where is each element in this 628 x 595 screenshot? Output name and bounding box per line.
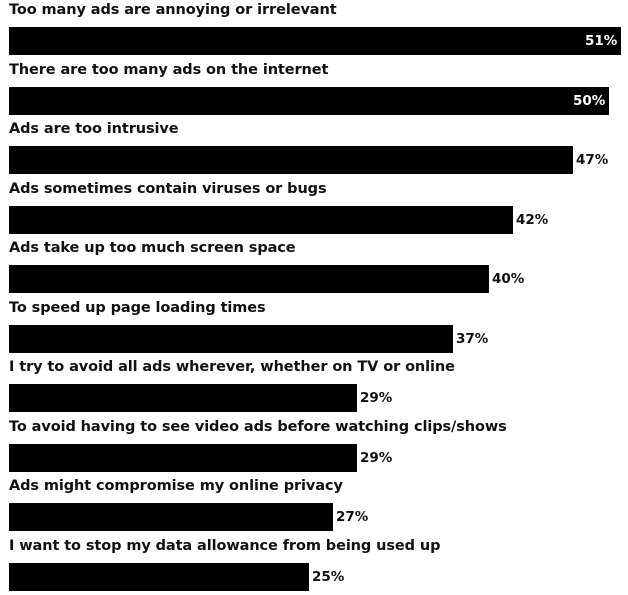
category-label: Ads are too intrusive [9, 121, 179, 137]
bar [9, 27, 621, 55]
category-label: There are too many ads on the internet [9, 62, 328, 78]
bar-row: There are too many ads on the internet 50… [0, 60, 628, 120]
value-label: 50% [573, 93, 605, 109]
value-label: 42% [516, 212, 548, 228]
value-label: 25% [312, 569, 344, 585]
category-label: Too many ads are annoying or irrelevant [9, 2, 337, 18]
category-label: I want to stop my data allowance from be… [9, 538, 440, 554]
value-label: 29% [360, 390, 392, 406]
bar [9, 325, 453, 353]
value-label: 29% [360, 450, 392, 466]
category-label: I try to avoid all ads wherever, whether… [9, 359, 455, 375]
category-label: Ads might compromise my online privacy [9, 478, 343, 494]
bar [9, 146, 573, 174]
bar-row: Ads take up too much screen space 40% [0, 238, 628, 298]
value-label: 47% [576, 152, 608, 168]
bar-row: To speed up page loading times 37% [0, 298, 628, 358]
bar [9, 503, 333, 531]
bar [9, 563, 309, 591]
value-label: 27% [336, 509, 368, 525]
bar-row: Too many ads are annoying or irrelevant 5… [0, 0, 628, 60]
category-label: Ads sometimes contain viruses or bugs [9, 181, 327, 197]
bar-row: Ads sometimes contain viruses or bugs 42% [0, 179, 628, 239]
bar [9, 444, 357, 472]
bar [9, 384, 357, 412]
category-label: To speed up page loading times [9, 300, 266, 316]
category-label: To avoid having to see video ads before … [9, 419, 507, 435]
bar-row: I want to stop my data allowance from be… [0, 536, 628, 595]
bar-row: Ads are too intrusive 47% [0, 119, 628, 179]
bar [9, 87, 609, 115]
bar-row: I try to avoid all ads wherever, whether… [0, 357, 628, 417]
category-label: Ads take up too much screen space [9, 240, 296, 256]
value-label: 40% [492, 271, 524, 287]
bar-row: Ads might compromise my online privacy 27… [0, 476, 628, 536]
bar [9, 206, 513, 234]
value-label: 37% [456, 331, 488, 347]
bar [9, 265, 489, 293]
value-label: 51% [585, 33, 617, 49]
bar-row: To avoid having to see video ads before … [0, 417, 628, 477]
